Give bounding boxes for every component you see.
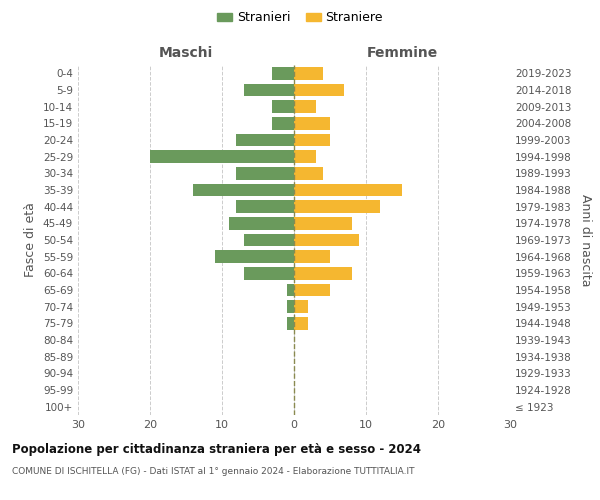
- Text: Popolazione per cittadinanza straniera per età e sesso - 2024: Popolazione per cittadinanza straniera p…: [12, 442, 421, 456]
- Bar: [294, 267, 352, 280]
- Bar: [287, 317, 294, 330]
- Bar: [294, 184, 402, 196]
- Bar: [236, 167, 294, 179]
- Bar: [294, 117, 330, 130]
- Bar: [272, 100, 294, 113]
- Bar: [294, 200, 380, 213]
- Text: Femmine: Femmine: [367, 46, 437, 60]
- Y-axis label: Fasce di età: Fasce di età: [25, 202, 37, 278]
- Bar: [294, 100, 316, 113]
- Bar: [193, 184, 294, 196]
- Bar: [215, 250, 294, 263]
- Bar: [294, 250, 330, 263]
- Bar: [294, 217, 352, 230]
- Bar: [244, 234, 294, 246]
- Bar: [294, 284, 330, 296]
- Bar: [150, 150, 294, 163]
- Bar: [294, 84, 344, 96]
- Text: COMUNE DI ISCHITELLA (FG) - Dati ISTAT al 1° gennaio 2024 - Elaborazione TUTTITA: COMUNE DI ISCHITELLA (FG) - Dati ISTAT a…: [12, 468, 415, 476]
- Bar: [294, 134, 330, 146]
- Bar: [294, 67, 323, 80]
- Bar: [294, 150, 316, 163]
- Bar: [287, 300, 294, 313]
- Bar: [236, 134, 294, 146]
- Bar: [294, 317, 308, 330]
- Bar: [236, 200, 294, 213]
- Bar: [272, 67, 294, 80]
- Bar: [294, 234, 359, 246]
- Bar: [294, 300, 308, 313]
- Bar: [229, 217, 294, 230]
- Y-axis label: Anni di nascita: Anni di nascita: [580, 194, 592, 286]
- Bar: [244, 84, 294, 96]
- Bar: [287, 284, 294, 296]
- Bar: [244, 267, 294, 280]
- Legend: Stranieri, Straniere: Stranieri, Straniere: [212, 6, 388, 29]
- Text: Maschi: Maschi: [159, 46, 213, 60]
- Bar: [294, 167, 323, 179]
- Bar: [272, 117, 294, 130]
